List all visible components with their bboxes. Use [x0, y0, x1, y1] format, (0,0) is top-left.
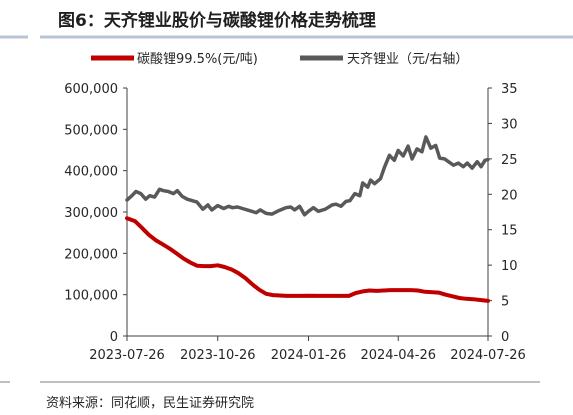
legend-label-tianqi: 天齐锂业（元/右轴）: [347, 51, 468, 67]
series-lines: [125, 135, 490, 303]
right-y-tick-label: 10: [501, 259, 518, 274]
right-y-ticks: 0 5 10 15 20 25 30 35: [488, 82, 518, 345]
left-y-tick-label: 500,000: [64, 123, 118, 138]
left-y-tick-label: 200,000: [64, 247, 118, 262]
right-y-tick-label: 5: [501, 295, 509, 310]
x-tick-label: 2024-07-26: [450, 348, 526, 363]
x-tick-label: 2024-01-26: [271, 348, 347, 363]
x-tick-label: 2023-10-26: [180, 348, 256, 363]
left-y-ticks: 0 100,000 200,000 300,000 400,000 500,000 600,…: [64, 82, 127, 345]
x-tick-label: 2024-04-26: [360, 348, 436, 363]
left-y-tick-label: 100,000: [64, 289, 118, 304]
legend-label-lithium-carbonate: 碳酸锂99.5%(元/吨): [137, 52, 258, 67]
left-y-tick-label: 0: [110, 330, 118, 345]
right-y-tick-label: 35: [501, 82, 518, 97]
right-y-tick-label: 15: [501, 224, 518, 239]
x-ticks: 2023-07-26 2023-10-26 2024-01-26 2024-04-26…: [89, 336, 526, 363]
left-y-tick-label: 400,000: [64, 165, 118, 180]
left-y-tick-label: 600,000: [64, 82, 118, 97]
legend: 碳酸锂99.5%(元/吨) 天齐锂业（元/右轴）: [91, 51, 468, 67]
series-line-tianqi: [125, 135, 490, 217]
x-tick-label: 2023-07-26: [89, 348, 165, 363]
right-y-tick-label: 25: [501, 153, 518, 168]
right-y-tick-label: 0: [501, 330, 509, 345]
source-note: 资料来源：同花顺，民生证券研究院: [46, 395, 254, 411]
left-y-tick-label: 300,000: [64, 206, 118, 221]
right-y-tick-label: 30: [501, 117, 518, 132]
series-line-lithium-carbonate: [125, 216, 490, 303]
right-y-tick-label: 20: [501, 188, 518, 203]
figure-title: 图6：天齐锂业股价与碳酸锂价格走势梳理: [58, 10, 376, 31]
